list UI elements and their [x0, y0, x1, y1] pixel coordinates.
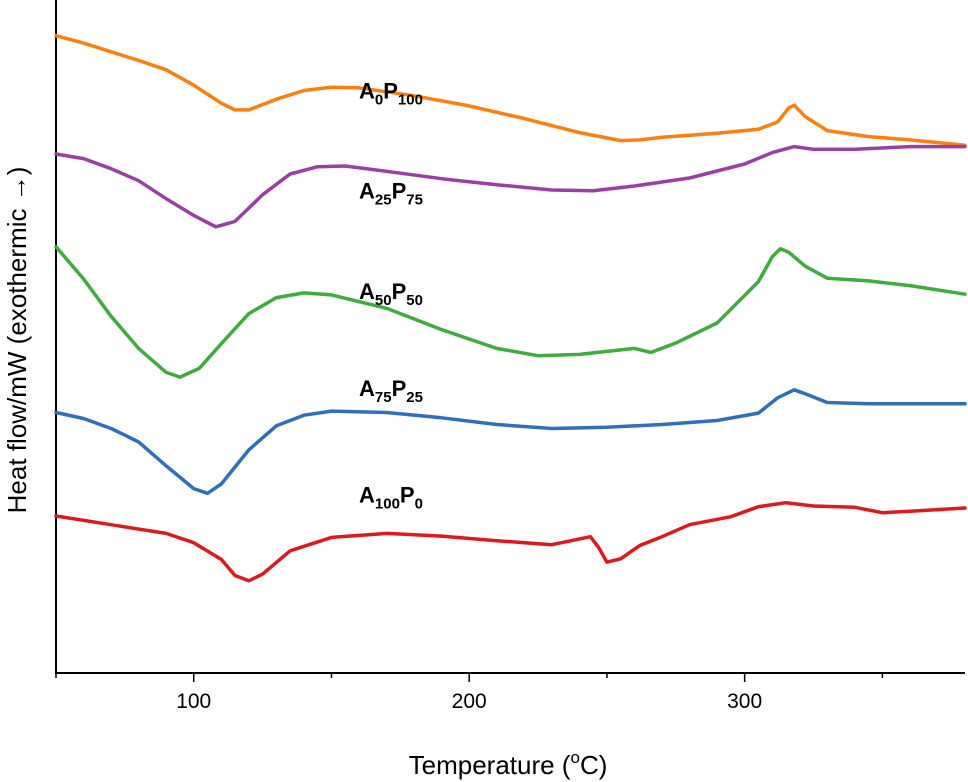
x-axis-title-suffix: C) — [580, 750, 607, 780]
y-axis-title: Heat flow/mW (exothermic →) — [2, 167, 32, 514]
x-tick-label: 100 — [176, 690, 211, 713]
x-axis-title-superscript: o — [570, 748, 579, 767]
series-label-a25p75: A25P75 — [359, 179, 423, 209]
series-group — [54, 33, 967, 583]
x-tick-label: 200 — [452, 690, 487, 713]
x-axis-title: Temperature (oC) — [409, 748, 608, 780]
x-ticks: 100 200 300 — [55, 673, 884, 713]
series-line-a50p50 — [54, 245, 967, 379]
series-line-a75p25 — [54, 388, 967, 496]
plot-frame — [55, 0, 965, 674]
series-label-a50p50: A50P50 — [359, 279, 423, 309]
x-tick-label: 300 — [727, 690, 762, 713]
series-line-a0p100 — [54, 33, 967, 148]
x-axis-title-prefix: Temperature ( — [409, 750, 571, 780]
series-line-a25p75 — [54, 144, 967, 229]
series-label-a75p25: A75P25 — [359, 376, 423, 406]
series-label-a100p0: A100P0 — [359, 483, 423, 513]
series-line-a100p0 — [54, 500, 967, 583]
series-label-a0p100: A0P100 — [359, 79, 423, 109]
series-labels: A0P100 A25P75 A50P50 A75P25 A100P0 — [359, 79, 423, 513]
